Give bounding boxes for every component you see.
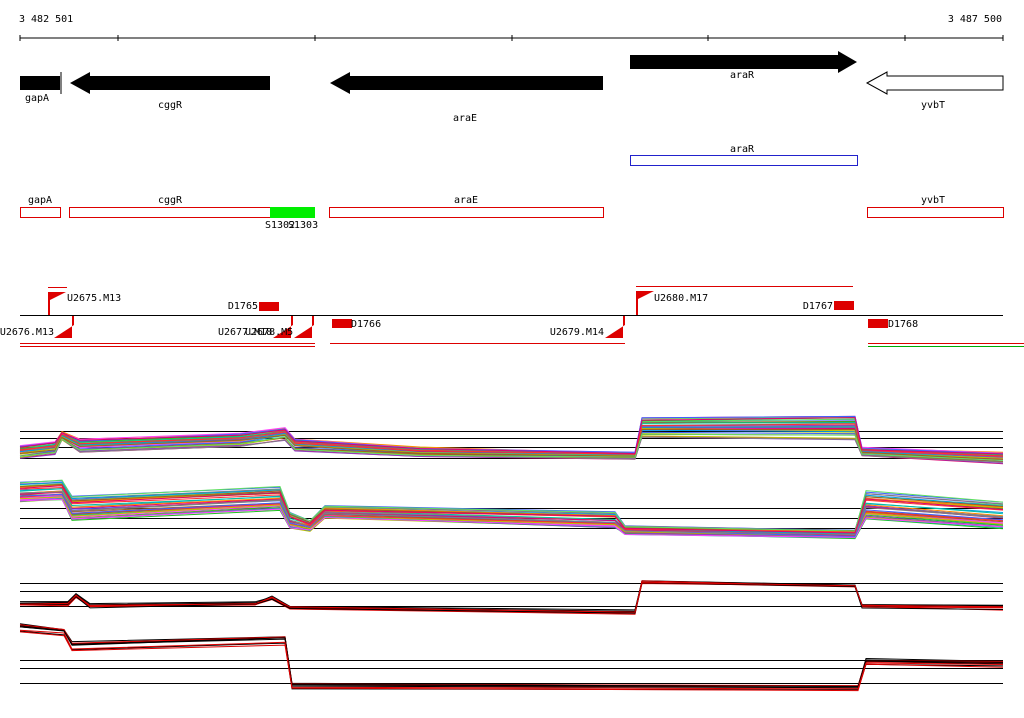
- gene-label: cggR: [158, 100, 183, 111]
- expression-trace: [19, 623, 1004, 687]
- transcript-label: yvbT: [921, 195, 945, 206]
- terminator: [332, 319, 352, 328]
- expression-trace: [19, 417, 1004, 455]
- segment-label: S1303: [288, 220, 318, 231]
- transcript-box: [69, 207, 271, 218]
- gene-arrow: [20, 76, 60, 90]
- terminator: [834, 301, 854, 310]
- transcript-label: gapA: [28, 195, 52, 206]
- expression-trace: [19, 428, 1004, 461]
- promoter-label: D1765: [228, 301, 258, 312]
- promoter-label: U2675.M13: [67, 293, 121, 304]
- transcript-box: [329, 207, 604, 218]
- transcript-box: [20, 207, 61, 218]
- promoter-label: U2680.M17: [654, 293, 708, 304]
- gene-arrow: [330, 72, 603, 94]
- promoter-label: U2679.M14: [550, 327, 604, 338]
- ruler-start: 3 482 501: [19, 14, 73, 25]
- promoter-label: U2677.M18: [218, 327, 272, 338]
- gene-arrow: [70, 72, 270, 94]
- expression-trace: [19, 498, 1004, 538]
- expression-trace: [19, 479, 1004, 532]
- gene-label: gapA: [25, 93, 49, 104]
- promoter-label: U2676.M13: [0, 327, 54, 338]
- ruler: [19, 35, 1004, 41]
- promoter-flag: [48, 292, 66, 315]
- expression-traces: [19, 415, 1004, 692]
- expression-trace: [19, 626, 1004, 687]
- promoter-label: D1766: [351, 319, 381, 330]
- expression-trace: [19, 491, 1004, 536]
- transcript-label: araE: [454, 195, 478, 206]
- gene-label: yvbT: [921, 100, 945, 111]
- gene-arrow: [865, 71, 1004, 95]
- gene-label: araR: [730, 70, 755, 81]
- expression-trace: [19, 624, 1004, 687]
- promoter-flag: [54, 316, 74, 338]
- segment-box: [270, 207, 315, 218]
- transcript-box: [867, 207, 1004, 218]
- gene-label: araE: [453, 113, 477, 124]
- expression-trace: [19, 625, 1004, 687]
- promoter-flag: [273, 316, 293, 338]
- promoter-flag: [636, 291, 654, 315]
- expression-trace: [19, 626, 1004, 689]
- transcript-label: cggR: [158, 195, 183, 206]
- promoter-track: [20, 286, 1024, 347]
- gene-arrow: [630, 51, 857, 73]
- expression-trace: [19, 626, 1004, 687]
- expression-trace: [19, 625, 1004, 689]
- promoter-label: D1768: [888, 319, 918, 330]
- expression-trace: [19, 485, 1004, 534]
- expression-trace: [19, 433, 1004, 461]
- promoter-label: U2678.M5: [245, 327, 293, 338]
- promoter-flag: [294, 316, 314, 338]
- ruler-end: 3 487 500: [948, 14, 1002, 25]
- expression-trace: [19, 629, 1004, 690]
- promoter-label: D1767: [803, 301, 833, 312]
- expression-trace: [19, 423, 1004, 457]
- promoter-flag: [605, 316, 625, 338]
- operon-label: araR: [730, 144, 755, 155]
- segment-label: S1302: [265, 220, 295, 231]
- operon-box: [630, 155, 858, 166]
- expression-trace: [19, 581, 1004, 613]
- terminator: [259, 302, 279, 311]
- terminator: [868, 319, 888, 328]
- expression-trace: [19, 426, 1004, 459]
